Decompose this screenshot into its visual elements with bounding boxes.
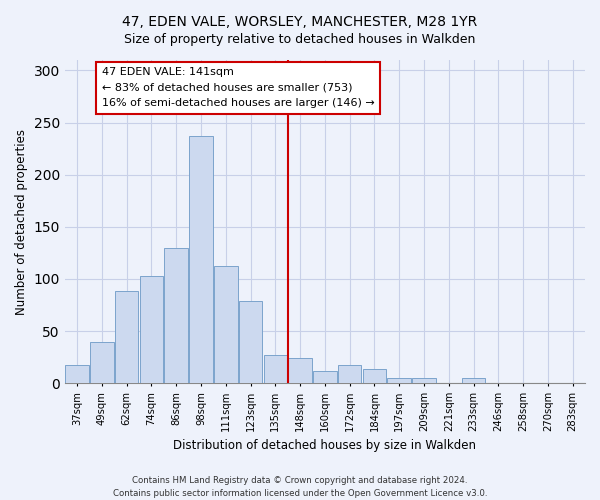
Bar — [115, 292, 139, 383]
Bar — [362, 368, 386, 383]
Bar — [412, 378, 436, 383]
Bar — [338, 366, 361, 383]
Bar — [462, 378, 485, 383]
Bar — [65, 366, 89, 383]
Bar — [313, 370, 337, 383]
Text: Size of property relative to detached houses in Walkden: Size of property relative to detached ho… — [124, 32, 476, 46]
Text: 47 EDEN VALE: 141sqm
← 83% of detached houses are smaller (753)
16% of semi-deta: 47 EDEN VALE: 141sqm ← 83% of detached h… — [102, 68, 374, 108]
Text: 47, EDEN VALE, WORSLEY, MANCHESTER, M28 1YR: 47, EDEN VALE, WORSLEY, MANCHESTER, M28 … — [122, 15, 478, 29]
Bar — [189, 136, 213, 383]
Bar — [90, 342, 114, 383]
Bar — [289, 358, 312, 383]
X-axis label: Distribution of detached houses by size in Walkden: Distribution of detached houses by size … — [173, 440, 476, 452]
Bar — [263, 355, 287, 383]
Text: Contains HM Land Registry data © Crown copyright and database right 2024.
Contai: Contains HM Land Registry data © Crown c… — [113, 476, 487, 498]
Bar — [140, 276, 163, 383]
Bar — [239, 301, 262, 383]
Bar — [164, 248, 188, 383]
Y-axis label: Number of detached properties: Number of detached properties — [15, 128, 28, 314]
Bar — [214, 266, 238, 383]
Bar — [388, 378, 411, 383]
